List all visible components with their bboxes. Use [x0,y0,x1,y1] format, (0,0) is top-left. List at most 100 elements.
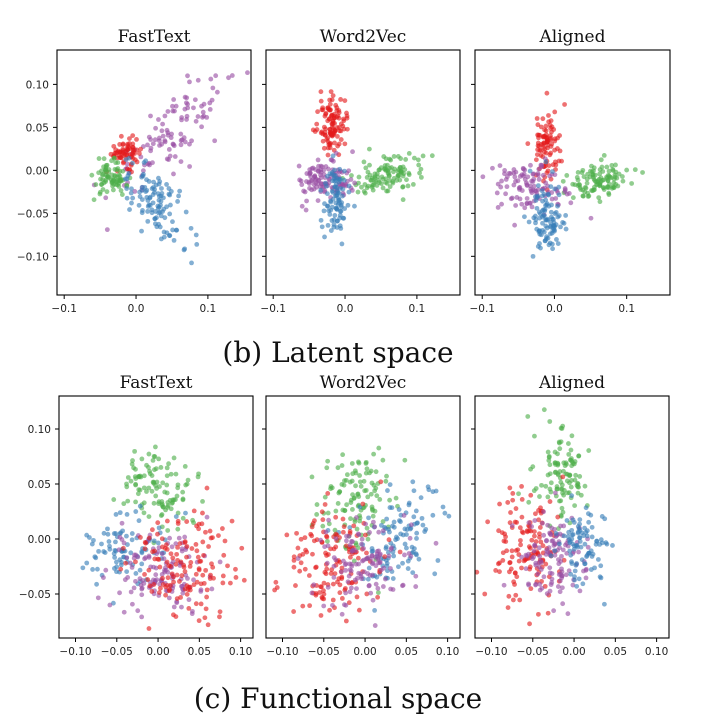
point-green [335,465,341,471]
point-purple [139,614,145,620]
point-blue [400,560,405,566]
point-green [160,480,166,486]
point-purple [356,570,362,576]
point-blue [141,160,147,165]
point-blue [80,565,86,571]
point-green [552,460,558,466]
point-red [163,542,169,548]
point-green [326,521,332,527]
point-blue [574,542,580,548]
point-blue [107,546,113,552]
point-blue [124,186,130,191]
point-green [589,163,594,169]
point-blue [90,567,95,572]
point-blue [411,514,417,520]
point-blue [124,195,130,201]
point-purple [553,196,559,201]
point-green [110,187,116,193]
point-green [101,164,106,170]
point-red [187,563,193,569]
point-green [555,451,560,457]
point-blue [322,201,327,207]
point-purple [326,517,331,523]
point-red [149,589,155,594]
point-blue [580,581,586,587]
series-green [89,155,133,203]
point-blue [577,539,583,544]
point-green [417,170,422,176]
point-red [506,593,512,599]
point-blue [337,208,343,214]
point-purple [400,583,405,589]
point-purple [146,134,152,140]
point-red [273,579,279,585]
point-purple [497,163,503,168]
point-green [597,171,603,177]
point-blue [332,173,338,178]
point-blue [379,522,384,528]
point-blue [410,479,416,485]
point-green [593,179,599,185]
series-blue [122,155,200,266]
point-red [533,157,539,163]
point-purple [199,103,204,109]
point-purple [560,601,566,607]
point-blue [383,544,389,550]
point-red [526,544,532,550]
point-purple [533,188,539,194]
point-green [581,174,587,180]
point-blue [567,548,573,554]
point-green [104,189,110,195]
point-red [538,148,544,154]
point-red [165,575,171,581]
point-red [315,109,320,115]
point-red [200,539,206,545]
point-green [610,168,616,173]
point-blue [327,212,333,217]
point-red [146,567,152,573]
point-red [170,555,176,561]
point-green [101,156,107,162]
point-green [141,485,147,491]
point-green [366,146,372,152]
point-purple [535,571,541,577]
point-blue [117,531,123,537]
point-red [335,579,340,585]
point-red [138,535,143,540]
point-red [321,580,327,586]
point-blue [584,528,590,534]
point-green [378,181,384,187]
point-red [206,544,211,549]
point-green [429,153,435,159]
x-tick-label: −0.10 [475,646,507,658]
point-red [187,587,193,593]
point-red [156,590,162,595]
x-tick-label: −0.10 [59,646,91,658]
point-blue [151,538,157,544]
point-blue [555,241,561,247]
point-purple [370,597,376,603]
point-purple [139,592,145,598]
point-red [320,138,326,144]
point-green [418,166,424,172]
point-blue [139,210,145,216]
point-green [375,590,381,595]
point-blue [569,493,575,499]
point-red [203,606,209,612]
point-blue [411,546,417,552]
point-red [527,621,532,627]
point-red [497,501,502,507]
point-green [568,447,574,453]
point-red [538,505,543,511]
point-purple [322,544,328,550]
point-green [118,177,123,183]
point-blue [336,191,342,196]
point-red [515,547,521,553]
point-purple [529,524,535,529]
point-red [221,552,227,558]
point-purple [373,563,379,569]
point-purple [348,568,354,574]
point-purple [318,537,324,543]
point-red [198,558,204,564]
point-purple [185,73,190,79]
